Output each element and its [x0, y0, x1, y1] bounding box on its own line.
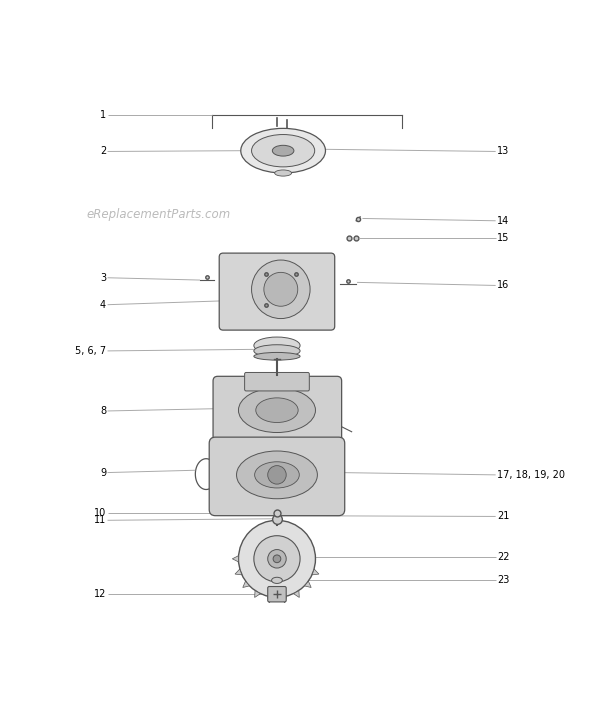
Text: 11: 11: [94, 515, 106, 525]
Polygon shape: [267, 596, 273, 603]
Text: 22: 22: [497, 552, 510, 562]
Text: 15: 15: [497, 233, 510, 243]
Circle shape: [251, 260, 310, 318]
Text: 21: 21: [497, 511, 510, 522]
Ellipse shape: [254, 337, 300, 354]
Text: 2: 2: [100, 146, 106, 156]
FancyBboxPatch shape: [268, 586, 286, 602]
Polygon shape: [312, 569, 319, 575]
Ellipse shape: [237, 451, 317, 498]
Text: 14: 14: [497, 215, 509, 226]
Ellipse shape: [238, 388, 316, 432]
Ellipse shape: [273, 145, 294, 156]
Ellipse shape: [275, 170, 291, 176]
Ellipse shape: [271, 577, 283, 584]
Circle shape: [254, 536, 300, 582]
Circle shape: [268, 465, 286, 484]
FancyBboxPatch shape: [219, 253, 335, 330]
FancyBboxPatch shape: [213, 377, 342, 448]
Circle shape: [268, 550, 286, 568]
Ellipse shape: [255, 462, 299, 488]
Text: 16: 16: [497, 280, 509, 291]
Polygon shape: [281, 596, 287, 603]
Text: 8: 8: [100, 406, 106, 416]
Text: 9: 9: [100, 467, 106, 477]
Text: 1: 1: [100, 110, 106, 120]
Ellipse shape: [241, 128, 326, 173]
Circle shape: [238, 520, 316, 597]
FancyBboxPatch shape: [245, 372, 309, 391]
FancyBboxPatch shape: [209, 437, 345, 515]
Circle shape: [264, 272, 298, 306]
Text: 4: 4: [100, 300, 106, 310]
Text: 3: 3: [100, 272, 106, 283]
Text: 17, 18, 19, 20: 17, 18, 19, 20: [497, 470, 565, 480]
Text: 23: 23: [497, 575, 510, 585]
Polygon shape: [235, 569, 242, 575]
Polygon shape: [242, 582, 250, 588]
Text: 12: 12: [94, 589, 106, 599]
Polygon shape: [232, 555, 238, 562]
Ellipse shape: [254, 353, 300, 360]
Text: 5, 6, 7: 5, 6, 7: [75, 346, 106, 356]
Text: 13: 13: [497, 146, 509, 156]
Polygon shape: [255, 591, 260, 598]
Text: 10: 10: [94, 508, 106, 517]
Text: eReplacementParts.com: eReplacementParts.com: [87, 208, 231, 221]
Ellipse shape: [254, 345, 300, 357]
Circle shape: [273, 555, 281, 562]
Ellipse shape: [251, 134, 314, 167]
Ellipse shape: [256, 398, 298, 422]
Polygon shape: [304, 582, 311, 588]
Polygon shape: [294, 591, 299, 598]
